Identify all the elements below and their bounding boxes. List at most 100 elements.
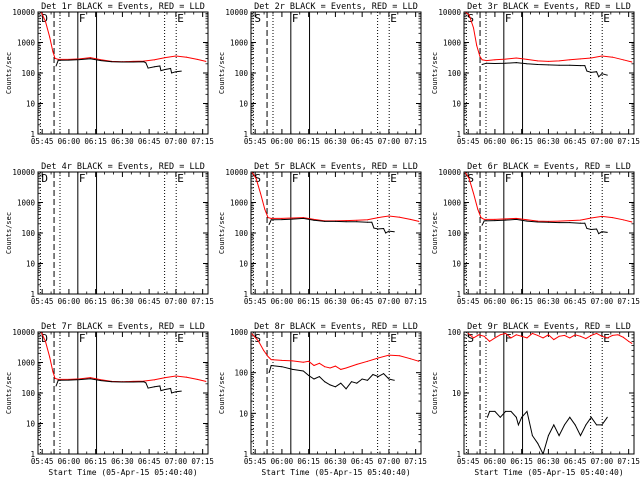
data-point-lld bbox=[324, 366, 326, 368]
y-ticks: 1 10 100 1000 bbox=[230, 328, 421, 459]
data-point-lld bbox=[175, 55, 177, 57]
marker-label: E bbox=[177, 172, 184, 185]
y-ticks: 1 10 100 1000 10000 bbox=[438, 168, 634, 299]
data-point-lld bbox=[612, 334, 614, 336]
data-point-events bbox=[270, 219, 272, 221]
data-point-lld bbox=[476, 44, 478, 46]
data-point-events bbox=[584, 65, 586, 67]
x-tick-label: 06:45 bbox=[564, 297, 587, 306]
data-point-lld bbox=[409, 358, 411, 360]
data-point-events bbox=[393, 231, 395, 233]
data-point-events bbox=[170, 388, 172, 390]
x-tick-label: 06:30 bbox=[111, 457, 134, 466]
data-point-events bbox=[558, 222, 560, 224]
y-tick-label: 10000 bbox=[12, 168, 35, 177]
chart-title: Det 6r BLACK = Events, RED = LLD bbox=[467, 162, 631, 172]
data-point-lld bbox=[49, 356, 51, 358]
data-point-lld bbox=[537, 220, 539, 222]
y-tick-label: 100 bbox=[234, 229, 248, 238]
data-point-events bbox=[596, 228, 598, 230]
data-point-lld bbox=[542, 337, 544, 339]
data-point-events bbox=[515, 416, 517, 418]
y-tick-label: 100 bbox=[21, 229, 35, 238]
data-point-lld bbox=[515, 334, 517, 336]
data-point-events bbox=[281, 219, 283, 221]
x-tick-label: 06:30 bbox=[537, 137, 560, 146]
data-point-events bbox=[68, 59, 70, 61]
data-point-lld bbox=[52, 371, 54, 373]
data-point-events bbox=[385, 232, 387, 234]
data-point-events bbox=[154, 386, 156, 388]
plot-frame bbox=[37, 171, 209, 295]
data-point-events bbox=[494, 410, 496, 412]
data-point-events bbox=[585, 424, 587, 426]
x-tick-label: 06:45 bbox=[138, 137, 161, 146]
y-tick-label: 1 bbox=[30, 450, 35, 459]
data-point-events bbox=[388, 230, 390, 232]
data-point-events bbox=[569, 222, 571, 224]
data-point-lld bbox=[622, 219, 624, 221]
data-point-lld bbox=[302, 217, 304, 219]
data-point-events bbox=[481, 63, 483, 65]
data-point-lld bbox=[44, 20, 46, 22]
marker-label: S bbox=[467, 172, 474, 185]
data-point-events bbox=[356, 382, 358, 384]
data-point-events bbox=[515, 62, 517, 64]
y-ticks: 1 10 100 1000 10000 bbox=[225, 8, 421, 139]
x-tick-label: 07:00 bbox=[165, 137, 188, 146]
data-point-events bbox=[590, 416, 592, 418]
series-group bbox=[40, 12, 207, 74]
x-tick-label: 06:00 bbox=[484, 457, 507, 466]
x-axis-label: Start Time (05-Apr-15 05:40:40) bbox=[474, 468, 623, 477]
y-ticks: 1 10 100 1000 10000 bbox=[12, 8, 208, 139]
x-tick-label: 06:15 bbox=[84, 297, 107, 306]
data-point-lld bbox=[54, 57, 56, 59]
chart-panel-1: Det 1r BLACK = Events, RED = LLD Counts/s… bbox=[5, 2, 214, 146]
data-point-events bbox=[377, 228, 379, 230]
data-point-events bbox=[486, 416, 488, 418]
x-tick-label: 06:30 bbox=[111, 297, 134, 306]
data-point-lld bbox=[479, 55, 481, 57]
data-point-events bbox=[590, 71, 592, 73]
data-point-lld bbox=[264, 208, 266, 210]
data-point-lld bbox=[612, 217, 614, 219]
data-point-events bbox=[159, 385, 161, 387]
data-point-events bbox=[268, 223, 270, 225]
data-point-lld bbox=[54, 377, 56, 379]
data-point-lld bbox=[367, 219, 369, 221]
data-point-events bbox=[393, 379, 395, 381]
y-tick-label: 10000 bbox=[225, 8, 248, 17]
data-point-lld bbox=[399, 216, 401, 218]
data-point-events bbox=[356, 221, 358, 223]
data-point-events bbox=[489, 410, 491, 412]
y-tick-label: 1 bbox=[456, 290, 461, 299]
data-point-events bbox=[388, 378, 390, 380]
series-line-events bbox=[481, 62, 608, 78]
data-point-events bbox=[505, 219, 507, 221]
x-tick-label: 06:30 bbox=[324, 457, 347, 466]
plot-frame bbox=[463, 11, 635, 135]
data-point-lld bbox=[468, 14, 470, 16]
data-point-events bbox=[292, 218, 294, 220]
data-point-events bbox=[89, 58, 91, 60]
data-point-lld bbox=[329, 367, 331, 369]
x-tick-label: 07:00 bbox=[591, 137, 614, 146]
data-point-lld bbox=[569, 220, 571, 222]
data-point-events bbox=[143, 61, 145, 63]
data-point-events bbox=[302, 370, 304, 372]
series-line-events bbox=[481, 218, 608, 235]
chart-title: Det 3r BLACK = Events, RED = LLD bbox=[467, 2, 631, 12]
x-tick-label: 05:45 bbox=[457, 457, 480, 466]
y-tick-label: 1000 bbox=[443, 39, 462, 48]
y-axis-label: Counts/sec bbox=[5, 372, 13, 414]
x-tick-label: 06:30 bbox=[537, 457, 560, 466]
data-point-events bbox=[537, 221, 539, 223]
y-axis-label: Counts/sec bbox=[431, 52, 439, 94]
data-point-events bbox=[160, 70, 162, 72]
marker-label: F bbox=[505, 332, 512, 345]
data-point-events bbox=[367, 221, 369, 223]
event-markers bbox=[252, 12, 390, 134]
data-point-events bbox=[569, 416, 571, 418]
series-line-lld bbox=[40, 12, 207, 63]
y-axis-label: Counts/sec bbox=[5, 52, 13, 94]
